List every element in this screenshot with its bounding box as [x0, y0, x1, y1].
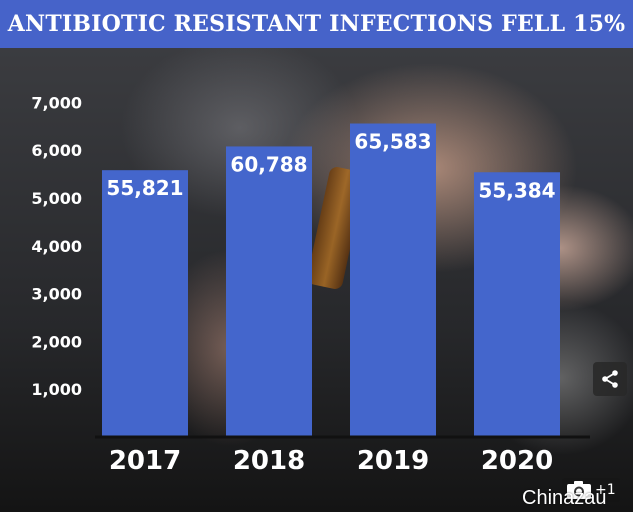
- y-axis-ticks: 1,000 2,000 3,000 4,000 5,000 6,000 7,000: [31, 93, 82, 399]
- bar-2019: [350, 123, 436, 438]
- y-tick-label: 2,000: [31, 332, 82, 351]
- x-tick-label-2018: 2018: [233, 446, 305, 476]
- gallery-button[interactable]: +1: [562, 478, 620, 502]
- data-label-2017: 55,821: [106, 176, 183, 200]
- watermark: Chinazau: [522, 487, 607, 509]
- y-tick-label: 4,000: [31, 237, 82, 256]
- data-label-2019: 65,583: [354, 130, 431, 154]
- x-tick-label-2020: 2020: [481, 446, 553, 476]
- data-label-2018: 60,788: [230, 152, 307, 176]
- gallery-count: +1: [595, 482, 616, 498]
- chart-title: ANTIBIOTIC RESISTANT INFECTIONS FELL 15%: [7, 11, 626, 37]
- share-button[interactable]: [593, 362, 627, 396]
- y-tick-label: 3,000: [31, 285, 82, 304]
- x-tick-label-2019: 2019: [357, 446, 429, 476]
- data-labels: 55,821 60,788 65,583 55,384: [106, 130, 555, 203]
- y-tick-label: 7,000: [31, 93, 82, 112]
- y-tick-label: 6,000: [31, 141, 82, 160]
- x-axis-labels: 2017 2018 2019 2020: [109, 446, 553, 476]
- x-tick-label-2017: 2017: [109, 446, 181, 476]
- y-tick-label: 1,000: [31, 380, 82, 399]
- y-tick-label: 5,000: [31, 189, 82, 208]
- data-label-2020: 55,384: [478, 178, 555, 202]
- bar-2017: [102, 170, 188, 438]
- bar-2020: [474, 172, 560, 438]
- camera-icon: [567, 481, 591, 499]
- title-bar: ANTIBIOTIC RESISTANT INFECTIONS FELL 15%: [0, 0, 633, 48]
- bar-2018: [226, 146, 312, 438]
- bars: [102, 123, 560, 438]
- share-icon: [602, 370, 618, 388]
